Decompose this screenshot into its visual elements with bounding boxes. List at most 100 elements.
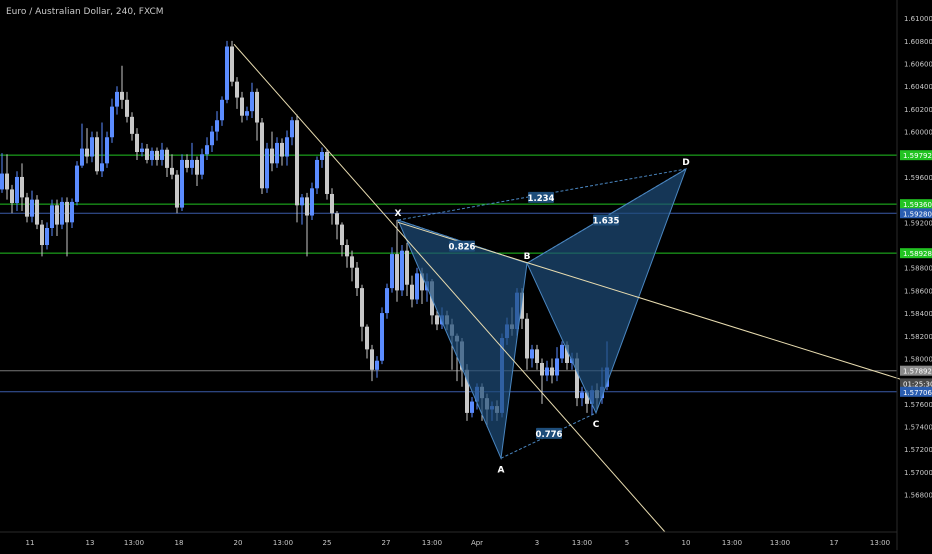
candle-body [135, 133, 139, 152]
candle-body [555, 358, 559, 376]
trendline[interactable] [397, 221, 932, 390]
candle-body [215, 120, 219, 132]
price-tag[interactable] [900, 199, 932, 210]
candle-body [320, 152, 324, 160]
pattern-point-label: B [524, 252, 531, 262]
price-tick-label: 1.57600 [904, 401, 932, 409]
price-tag[interactable] [900, 150, 932, 161]
candle-body [270, 148, 274, 164]
price-tag[interactable] [900, 248, 932, 259]
candle-body [575, 358, 579, 399]
price-tag-label: 1.58928 [903, 250, 932, 258]
candle-body [245, 111, 249, 116]
price-tag-label: 01:25:30 [903, 380, 932, 388]
candle-body [120, 91, 124, 100]
candle-body [130, 116, 134, 134]
candle-body [285, 137, 289, 157]
time-tick-label: 13:00 [124, 539, 144, 547]
time-tick-label: 18 [175, 539, 184, 547]
candle-body [265, 148, 269, 189]
candle-body [385, 288, 389, 314]
candle-body [465, 369, 469, 413]
candle-body [345, 245, 349, 257]
candle-body [410, 284, 414, 300]
time-tick-label: 11 [26, 539, 35, 547]
time-tick-label: 13:00 [722, 539, 742, 547]
candle-body [250, 91, 254, 112]
price-tag[interactable] [900, 208, 932, 219]
candle-body [165, 149, 169, 168]
candle-body [205, 145, 209, 155]
candle-body [225, 46, 229, 100]
ratio-label-box [536, 427, 562, 439]
candle-body [310, 188, 314, 216]
candle-body [585, 392, 589, 404]
candle-body [45, 228, 49, 246]
candle-body [535, 349, 539, 363]
candle-body [395, 254, 399, 291]
time-tick-label: 25 [323, 539, 332, 547]
candle-body [210, 131, 214, 146]
candle-body [65, 201, 69, 223]
price-tag[interactable] [900, 386, 932, 397]
time-tick-label: 13:00 [273, 539, 293, 547]
time-axis[interactable]: 11 13 13:00 18 20 13:00 25 27 13:00 Apr 3 13:00 5 10 1… [26, 539, 891, 547]
candle-body [235, 81, 239, 98]
price-tick-label: 1.60400 [904, 83, 932, 91]
candle-body [110, 106, 114, 138]
candle-body [55, 205, 59, 225]
candle-body [170, 167, 174, 175]
candle-body [200, 154, 204, 175]
price-tag-label: 1.59280 [903, 210, 932, 218]
price-axis[interactable]: 1.61000 1.60800 1.60600 1.60400 1.60200 1.600… [904, 15, 932, 499]
candle-body [20, 176, 24, 198]
candle-body [115, 91, 119, 107]
pattern-ratio-line[interactable] [397, 219, 528, 264]
candle-body [0, 173, 4, 190]
price-tick-label: 1.60800 [904, 38, 932, 46]
price-tag-label: 1.57892 [903, 368, 932, 376]
price-tick-label: 1.59200 [904, 219, 932, 227]
candle-body [530, 349, 534, 359]
time-tick-label: 13 [86, 539, 95, 547]
candle-body [405, 250, 409, 285]
candle-body [545, 367, 549, 376]
price-tick-label: 1.60600 [904, 61, 932, 69]
candle-body [375, 360, 379, 370]
candle-body [75, 165, 79, 202]
candle-body [175, 174, 179, 208]
price-tick-label: 1.58000 [904, 355, 932, 363]
candle-body [340, 224, 344, 246]
time-tick-label: 13:00 [770, 539, 790, 547]
candle-body [520, 292, 524, 319]
candle-body [420, 273, 424, 291]
time-tick-label: 27 [382, 539, 391, 547]
candle-body [290, 120, 294, 138]
candle-body [280, 142, 284, 157]
candle-body [560, 344, 564, 359]
candle-body [50, 205, 54, 228]
candle-body [195, 159, 199, 175]
ratio-label: 1.635 [593, 217, 620, 227]
price-tag-label: 1.59792 [903, 152, 932, 160]
time-tick-label: Apr [471, 539, 483, 547]
ratio-label: 0.826 [449, 243, 476, 253]
candle-body [400, 250, 404, 291]
candle-body [240, 97, 244, 116]
price-tick-label: 1.60200 [904, 106, 932, 114]
price-tick-label: 1.60000 [904, 129, 932, 137]
candle-body [150, 150, 154, 160]
candle-body [140, 148, 144, 152]
candle-body [190, 159, 194, 168]
candle-body [230, 46, 234, 82]
candle-body [220, 99, 224, 121]
price-tick-label: 1.58400 [904, 310, 932, 318]
pattern-point-label: D [682, 158, 689, 168]
trendline[interactable] [233, 43, 666, 533]
candle-body [360, 288, 364, 327]
candle-body [260, 122, 264, 189]
price-tag[interactable] [900, 365, 932, 376]
price-tag[interactable] [900, 378, 932, 389]
